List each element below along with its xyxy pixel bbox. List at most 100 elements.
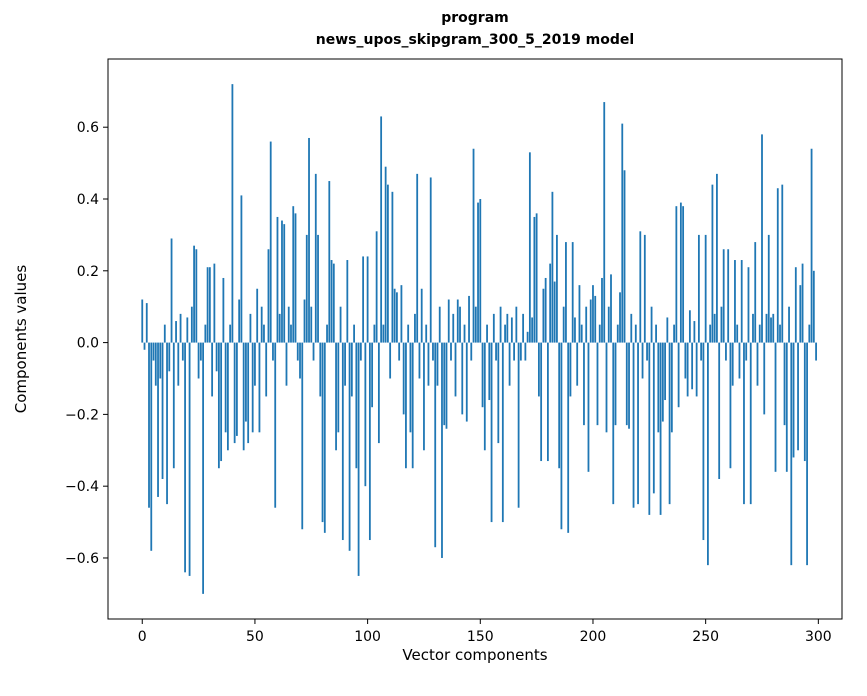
bar [145, 303, 148, 343]
bar [592, 285, 594, 343]
bar [247, 342, 250, 444]
bar [202, 342, 204, 594]
bar [344, 342, 346, 386]
bar [783, 342, 786, 426]
bar [143, 342, 146, 350]
bar [276, 216, 279, 343]
bar [761, 134, 763, 343]
x-tick-label: 100 [354, 629, 381, 645]
bar [603, 102, 606, 343]
bar [792, 342, 795, 458]
bar [567, 342, 570, 533]
y-tick-label: 0.0 [77, 336, 99, 352]
bar [224, 342, 227, 433]
bar [616, 324, 619, 343]
bar [632, 342, 635, 508]
bar [612, 342, 615, 505]
bar [666, 317, 669, 343]
bar [528, 152, 531, 343]
bar [607, 306, 610, 343]
bar [684, 342, 687, 379]
bar [179, 313, 182, 343]
bar [168, 342, 171, 372]
bar [350, 342, 353, 397]
x-tick-label: 200 [580, 629, 607, 645]
bar [734, 260, 736, 343]
bar [420, 288, 423, 343]
bar [470, 342, 473, 361]
bar [743, 342, 745, 505]
bar [479, 199, 482, 343]
bar [418, 342, 421, 379]
y-tick-label: 0.4 [77, 192, 99, 208]
bar [364, 342, 367, 487]
bar [560, 342, 563, 530]
bar [648, 342, 651, 515]
bar [447, 299, 450, 343]
bar [310, 306, 313, 343]
x-tick-label: 250 [692, 629, 719, 645]
bar [305, 234, 308, 343]
bar [589, 299, 592, 343]
bar [540, 342, 543, 462]
bar [562, 306, 565, 343]
bar [763, 342, 766, 415]
bar [441, 342, 443, 558]
bar [238, 299, 241, 343]
bar [398, 342, 401, 361]
bar [217, 342, 220, 469]
bar [749, 342, 752, 505]
bar [450, 342, 452, 361]
bar [472, 148, 475, 343]
bar [254, 342, 256, 386]
bar [801, 263, 804, 343]
bar [208, 267, 211, 343]
bar [517, 342, 520, 508]
bar [387, 184, 389, 343]
bar [366, 256, 369, 343]
bar [170, 238, 173, 343]
bar [547, 342, 549, 462]
bar [679, 202, 682, 343]
bar [157, 342, 159, 497]
bar [175, 321, 177, 343]
bar [806, 342, 808, 566]
bar [569, 342, 572, 397]
bar [526, 331, 529, 343]
bar [641, 342, 644, 379]
bar [396, 292, 398, 343]
bar [772, 313, 775, 343]
bar [445, 342, 448, 429]
bar [368, 342, 371, 541]
bar [542, 288, 545, 343]
chart-title-line1: program [441, 10, 509, 26]
bar [522, 313, 525, 343]
bar [490, 342, 493, 523]
bar [438, 306, 441, 343]
bar [688, 310, 691, 343]
bar [598, 324, 601, 343]
bar [587, 342, 590, 472]
bar [756, 342, 759, 386]
bar [797, 342, 799, 451]
bar [245, 342, 247, 422]
bar [359, 342, 362, 361]
bar [285, 342, 288, 386]
bar [625, 342, 628, 426]
bar [716, 173, 718, 343]
bar [731, 342, 734, 386]
bar [664, 342, 666, 401]
bar [375, 231, 378, 343]
bar [332, 263, 335, 343]
bar [226, 342, 229, 451]
bar [353, 324, 355, 343]
bar [815, 342, 817, 361]
bar [402, 342, 405, 415]
bar [409, 342, 412, 433]
bar [650, 306, 653, 343]
bar [628, 342, 630, 429]
bar [292, 206, 295, 343]
bar [677, 342, 680, 408]
bar [675, 206, 678, 343]
